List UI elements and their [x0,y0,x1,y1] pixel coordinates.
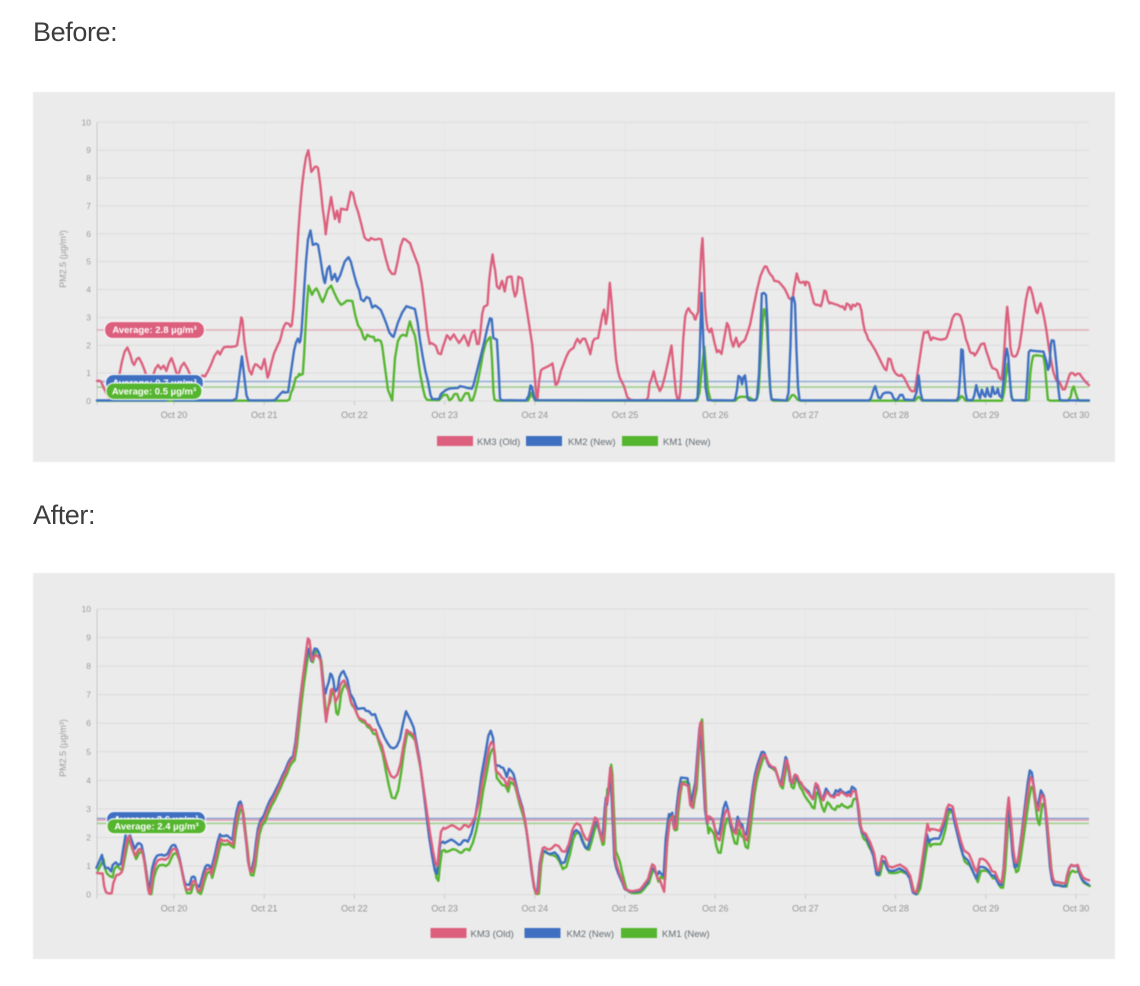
svg-text:Oct 24: Oct 24 [522,904,549,914]
svg-text:Oct 20: Oct 20 [161,410,188,420]
svg-text:KM1 (New): KM1 (New) [663,437,711,448]
svg-text:10: 10 [82,604,92,614]
svg-text:3: 3 [86,804,91,814]
svg-text:Oct 22: Oct 22 [341,904,368,914]
svg-text:Oct 29: Oct 29 [973,904,1000,914]
svg-text:KM3 (Old): KM3 (Old) [477,437,520,448]
svg-text:1: 1 [86,368,91,378]
svg-text:Oct 20: Oct 20 [161,904,188,914]
svg-text:Oct 29: Oct 29 [973,410,1000,420]
svg-text:Oct 27: Oct 27 [792,904,819,914]
svg-text:Oct 27: Oct 27 [792,410,819,420]
svg-text:Oct 30: Oct 30 [1063,410,1090,420]
svg-text:4: 4 [86,775,91,785]
svg-text:KM3 (Old): KM3 (Old) [471,929,514,940]
svg-text:7: 7 [86,690,91,700]
svg-text:2: 2 [86,833,91,843]
svg-text:Average: 2.4 µg/m³: Average: 2.4 µg/m³ [114,822,198,833]
svg-text:1: 1 [86,861,91,871]
svg-text:8: 8 [86,661,91,671]
svg-text:PM2.5 (µg/m³): PM2.5 (µg/m³) [58,719,68,777]
svg-text:Oct 24: Oct 24 [522,410,549,420]
svg-text:0: 0 [86,396,91,406]
svg-text:8: 8 [86,173,91,183]
svg-text:Oct 21: Oct 21 [251,904,278,914]
svg-text:0: 0 [86,890,91,900]
svg-text:KM2 (New): KM2 (New) [568,437,616,448]
svg-text:Average: 0.5 µg/m³: Average: 0.5 µg/m³ [112,386,196,397]
svg-text:5: 5 [86,257,91,267]
svg-text:9: 9 [86,145,91,155]
svg-text:PM2.5 (µg/m³): PM2.5 (µg/m³) [58,230,68,288]
svg-text:6: 6 [86,718,91,728]
svg-text:Average: 2.8 µg/m³: Average: 2.8 µg/m³ [112,325,196,336]
svg-text:Oct 25: Oct 25 [612,410,639,420]
svg-text:KM1 (New): KM1 (New) [662,929,710,940]
svg-text:9: 9 [86,633,91,643]
svg-text:Oct 23: Oct 23 [431,904,458,914]
svg-text:4: 4 [86,285,91,295]
svg-text:2: 2 [86,340,91,350]
svg-text:Oct 21: Oct 21 [251,410,278,420]
svg-text:Oct 25: Oct 25 [612,904,639,914]
svg-text:KM2 (New): KM2 (New) [567,929,615,940]
svg-text:Oct 22: Oct 22 [341,410,368,420]
svg-text:5: 5 [86,747,91,757]
svg-text:Oct 30: Oct 30 [1063,904,1090,914]
svg-text:Oct 28: Oct 28 [882,904,909,914]
svg-text:Oct 26: Oct 26 [702,904,729,914]
svg-text:7: 7 [86,201,91,211]
svg-text:10: 10 [82,117,92,127]
svg-text:Oct 26: Oct 26 [702,410,729,420]
svg-text:Oct 28: Oct 28 [882,410,909,420]
svg-text:3: 3 [86,312,91,322]
svg-text:Oct 23: Oct 23 [431,410,458,420]
svg-text:6: 6 [86,229,91,239]
